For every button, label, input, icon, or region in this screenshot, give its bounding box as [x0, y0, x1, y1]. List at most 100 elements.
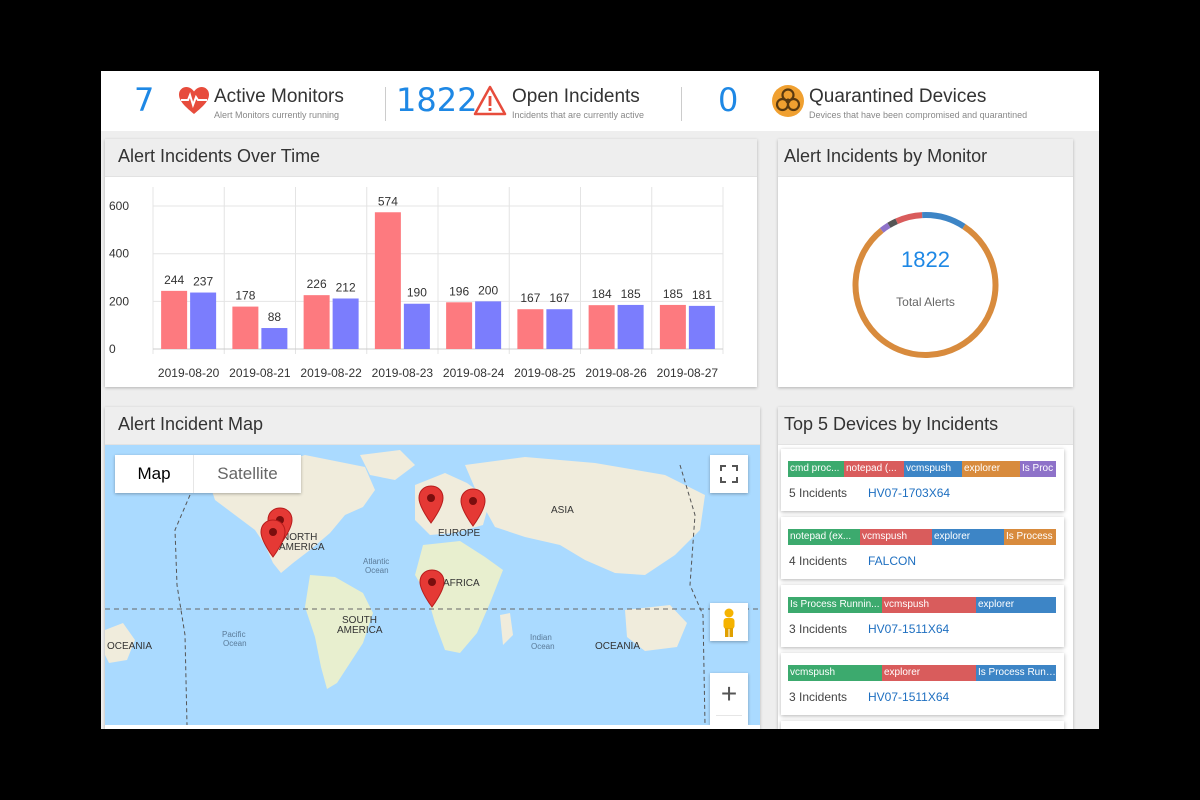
map-tab[interactable]: Map — [137, 464, 171, 483]
bar[interactable] — [403, 303, 430, 349]
incident-map[interactable]: NORTH AMERICA EUROPE ASIA AFRICA SOUTH A… — [105, 445, 760, 725]
map-label: AMERICA — [337, 625, 383, 636]
bar[interactable] — [446, 302, 473, 349]
bar-value-label: 167 — [549, 291, 569, 305]
device-incident-count: 3 Incidents — [789, 622, 848, 636]
bar[interactable] — [546, 309, 573, 349]
bar-value-label: 196 — [449, 284, 469, 298]
card-header: Alert Incident Map — [105, 407, 760, 445]
x-tick-label: 2019-08-25 — [514, 366, 576, 380]
bar-value-label: 88 — [268, 310, 282, 324]
active-monitors-title: Active Monitors — [214, 86, 344, 107]
bar[interactable] — [332, 298, 359, 349]
device-name-link[interactable]: HV07-1703X64 — [868, 486, 951, 500]
heart-pulse-icon — [179, 87, 209, 114]
map-label: Ocean — [365, 566, 389, 575]
x-tick-label: 2019-08-20 — [158, 366, 220, 380]
divider — [385, 87, 386, 121]
donut-segment[interactable] — [852, 223, 999, 358]
bar-value-label: 181 — [692, 288, 712, 302]
monitor-segment: explorer — [932, 529, 1004, 545]
bar[interactable] — [232, 306, 259, 349]
map-label: Ocean — [531, 642, 555, 651]
donut-segment[interactable] — [922, 212, 966, 230]
device-card[interactable]: vcmspush explorer Is Process Runnin 3 In… — [781, 653, 1064, 715]
bar-value-label: 244 — [164, 273, 184, 287]
map-label: EUROPE — [438, 528, 481, 539]
quarantined-devices-subtitle: Devices that have been compromised and q… — [809, 110, 1028, 120]
map-label: AFRICA — [443, 578, 480, 589]
device-card[interactable]: Is Process Runnin... vcmspush explorer 3… — [781, 585, 1064, 647]
south-america-landmass — [305, 575, 373, 689]
divider — [716, 715, 742, 716]
device-incident-count: 4 Incidents — [789, 554, 848, 568]
open-incidents-subtitle: Incidents that are currently active — [512, 110, 645, 120]
bar-value-label: 167 — [520, 291, 540, 305]
map-pin-icon[interactable] — [460, 488, 486, 528]
card-title: Alert Incidents by Monitor — [784, 146, 988, 166]
device-name-link[interactable]: HV07-1511X64 — [868, 690, 950, 704]
device-card[interactable]: notepad (ex... vcmspush explorer Is Proc… — [781, 517, 1064, 579]
map-pin-icon[interactable] — [418, 485, 444, 525]
monitor-segment: vcmspush — [904, 461, 962, 477]
africa-landmass — [415, 541, 503, 653]
bar[interactable] — [190, 292, 217, 349]
monitor-segment: notepad (ex... — [788, 529, 860, 545]
bar[interactable] — [588, 305, 615, 349]
donut-segment[interactable] — [887, 218, 898, 228]
monitor-segment: notepad (... — [844, 461, 904, 477]
y-tick-label: 200 — [109, 294, 129, 308]
map-label: ASIA — [551, 505, 574, 516]
device-name-link[interactable]: FALCON — [868, 554, 917, 568]
bar-chart: 0 200 400 600 244 237 2019-08-20 178 88 2019-08-2… — [109, 187, 724, 380]
satellite-tab[interactable]: Satellite — [193, 455, 301, 493]
map-pin-icon[interactable] — [419, 569, 445, 609]
australia-edge-landmass — [105, 623, 135, 663]
donut-total-label: Total Alerts — [896, 295, 955, 309]
bar[interactable] — [261, 328, 288, 349]
bar[interactable] — [517, 309, 544, 349]
street-view-button[interactable] — [710, 603, 748, 641]
monitor-segment: explorer — [962, 461, 1020, 477]
monitor-segment: cmd proc... — [788, 461, 844, 477]
bar[interactable] — [617, 304, 644, 349]
x-tick-label: 2019-08-24 — [443, 366, 505, 380]
device-list[interactable]: cmd proc... notepad (... vcmspush explor… — [778, 445, 1073, 729]
map-label: Atlantic — [363, 557, 390, 566]
bar[interactable] — [688, 305, 715, 349]
quarantined-devices-count: 0 — [718, 81, 739, 119]
device-name-link[interactable]: HV07-1511X64 — [868, 622, 950, 636]
x-tick-label: 2019-08-26 — [585, 366, 647, 380]
warning-icon — [473, 85, 507, 116]
bar[interactable] — [161, 290, 188, 349]
donut-segment[interactable] — [895, 212, 923, 224]
australia-landmass — [625, 605, 687, 651]
bar[interactable] — [303, 295, 330, 349]
madagascar-landmass — [500, 613, 513, 645]
bar[interactable] — [659, 304, 686, 349]
card-header: Alert Incidents by Monitor — [778, 139, 1073, 177]
fullscreen-button[interactable] — [710, 455, 748, 493]
bar-value-label: 237 — [193, 275, 213, 289]
open-incidents-title: Open Incidents — [512, 86, 640, 107]
bar[interactable] — [374, 212, 401, 349]
monitor-segment: Is Process Runnin... — [788, 597, 882, 613]
dateline-boundary — [679, 464, 706, 725]
donut-chart — [852, 212, 999, 358]
fullscreen-icon — [720, 465, 738, 483]
bar[interactable] — [475, 301, 502, 349]
device-card[interactable] — [781, 721, 1064, 729]
greenland-landmass — [360, 450, 415, 480]
open-incidents-count: 1822 — [396, 81, 478, 119]
bar-value-label: 185 — [663, 287, 683, 301]
monitor-segment: explorer — [976, 597, 1056, 613]
pegman-icon — [723, 608, 735, 637]
map-pin-icon[interactable] — [260, 519, 286, 559]
monitor-segment: Is Process Runnin — [976, 665, 1056, 681]
y-tick-label: 400 — [109, 247, 129, 261]
device-card[interactable]: cmd proc... notepad (... vcmspush explor… — [781, 449, 1064, 511]
divider — [681, 87, 682, 121]
donut-segment[interactable] — [879, 222, 891, 233]
zoom-in-button[interactable]: + — [720, 678, 738, 709]
active-monitors-subtitle: Alert Monitors currently running — [214, 110, 340, 120]
